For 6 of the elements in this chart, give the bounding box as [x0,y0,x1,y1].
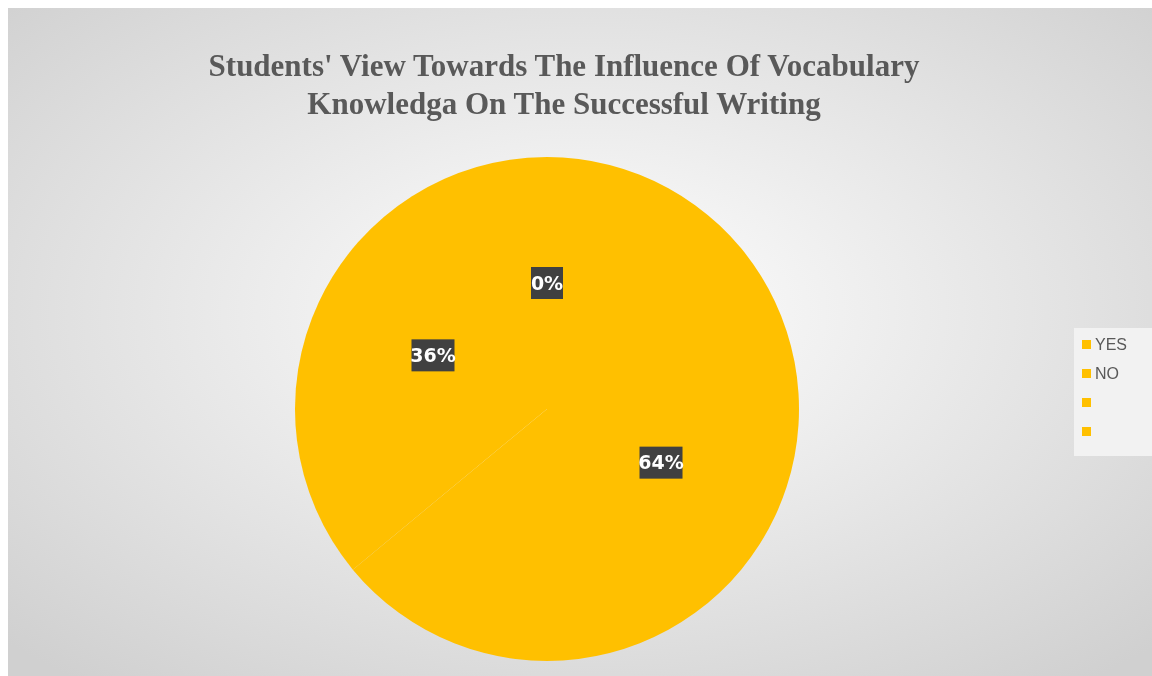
legend-label: NO [1095,365,1119,382]
legend-label: YES [1095,336,1128,353]
text: 0% [530,271,564,294]
chart-title: Students' View Towards The Influence Of Vocabulary Knowledga On The Successful Writing [208,48,920,121]
data-label: 64% [638,451,684,474]
data-label: 36% [410,344,456,366]
